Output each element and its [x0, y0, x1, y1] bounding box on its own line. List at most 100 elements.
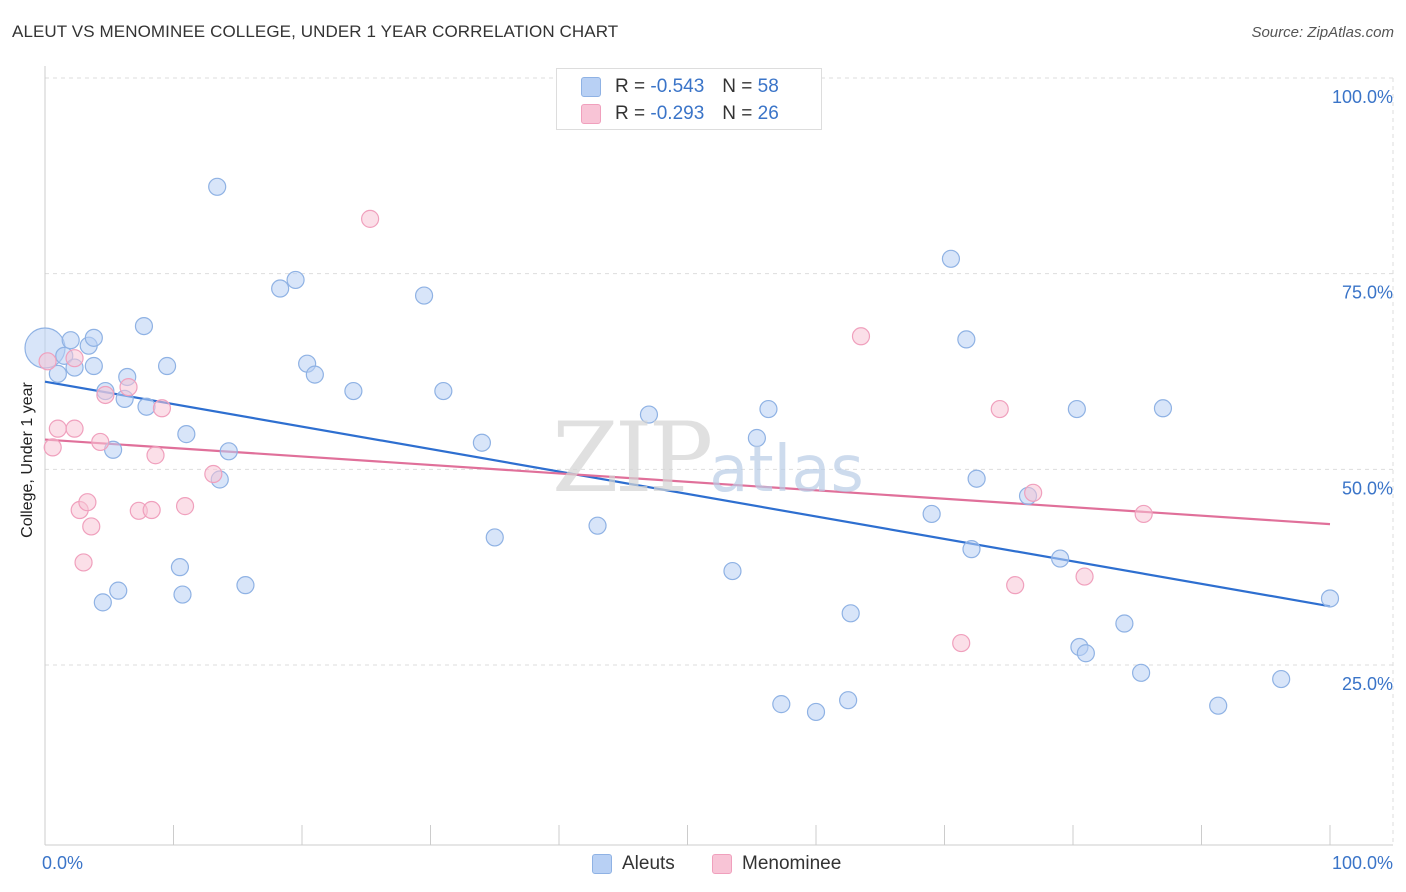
aleuts-point — [967, 469, 986, 488]
y-tick-label-25: 25.0% — [1342, 674, 1393, 694]
aleuts-point — [414, 286, 434, 305]
menominee-point — [1075, 567, 1094, 586]
aleuts-point — [841, 604, 860, 623]
x-tick-label-max: 100.0% — [1332, 853, 1393, 873]
bottom-legend-menominee: Menominee — [712, 852, 841, 876]
aleuts-point — [170, 558, 190, 577]
bottom-legend-aleuts: Aleuts — [592, 852, 675, 876]
aleuts-point — [1272, 669, 1291, 689]
legend-r-label: R = — [615, 103, 646, 124]
aleuts-point — [177, 425, 196, 444]
aleuts-point — [208, 177, 227, 196]
menominee-point — [82, 517, 101, 536]
aleuts-point — [1153, 399, 1173, 418]
aleuts-point — [922, 504, 941, 524]
menominee-point — [96, 385, 115, 405]
legend-n-value: 26 — [757, 103, 779, 124]
aleuts-point — [941, 249, 961, 268]
watermark-zip: ZIP — [552, 402, 713, 514]
menominee-point — [91, 432, 110, 452]
aleuts-point — [134, 317, 154, 336]
y-tick-label-100: 100.0% — [1332, 87, 1393, 107]
legend-row-menominee: R = -0.293 N = 26 — [581, 102, 779, 126]
legend-n-label: N = — [722, 76, 753, 97]
menominee-point — [361, 209, 380, 228]
watermark-atlas: atlas — [709, 433, 864, 507]
menominee-point — [204, 464, 223, 484]
menominee-point — [78, 493, 97, 512]
y-axis-label: College, Under 1 year — [19, 382, 36, 538]
menominee-point — [175, 497, 195, 516]
aleuts-point — [173, 585, 192, 604]
y-tick-label-50: 50.0% — [1342, 478, 1393, 498]
aleuts-point — [48, 364, 67, 383]
menominee-point — [146, 446, 165, 465]
aleuts-point — [1051, 549, 1070, 568]
source-label: Source: ZipAtlas.com — [1251, 24, 1394, 41]
bottom-legend-swatch-menominee — [712, 854, 732, 874]
x-tick-label-min: 0.0% — [42, 853, 83, 873]
aleuts-point — [957, 330, 976, 349]
aleuts-point — [84, 356, 103, 376]
menominee-point — [48, 419, 67, 438]
menominee-point — [990, 399, 1009, 419]
menominee-point — [38, 352, 57, 371]
aleuts-point — [157, 356, 177, 376]
menominee-point — [952, 633, 971, 653]
aleuts-point — [806, 702, 826, 722]
aleuts-point — [84, 328, 103, 347]
axes — [44, 66, 1393, 846]
bottom-legend-label-aleuts: Aleuts — [622, 853, 675, 874]
aleuts-point — [109, 581, 128, 600]
aleuts-point — [219, 442, 238, 461]
aleuts-point — [759, 399, 778, 419]
legend-r-value: -0.543 — [650, 76, 705, 97]
aleuts-point — [305, 365, 324, 384]
aleuts-point — [1115, 614, 1134, 633]
aleuts-point — [485, 528, 504, 547]
aleuts-point — [286, 270, 305, 290]
aleuts-point — [1067, 399, 1086, 419]
aleuts-point — [61, 331, 80, 350]
aleuts-point — [93, 593, 112, 612]
aleuts-point — [772, 695, 791, 714]
aleuts-point — [639, 405, 659, 424]
legend-swatch-menominee — [581, 104, 601, 124]
menominee-point — [1024, 483, 1043, 502]
chart-title: ALEUT VS MENOMINEE COLLEGE, UNDER 1 YEAR… — [12, 22, 619, 41]
watermark: ZIPatlas — [552, 402, 864, 514]
aleuts-point — [1320, 589, 1340, 608]
menominee-point — [119, 378, 138, 397]
aleuts-point — [588, 516, 607, 535]
legend-row-aleuts: R = -0.543 N = 58 — [581, 75, 779, 99]
menominee-point — [851, 327, 871, 346]
menominee-point — [74, 553, 93, 572]
legend-r-value: -0.293 — [650, 103, 705, 124]
aleuts-point — [434, 381, 453, 401]
aleuts-point — [344, 381, 363, 401]
y-tick-labels: 25.0% 50.0% 75.0% 100.0% — [1332, 87, 1393, 694]
aleuts-point — [747, 428, 766, 448]
aleuts-point — [1209, 696, 1228, 715]
bottom-legend-label-menominee: Menominee — [742, 853, 842, 874]
aleuts-point — [472, 433, 491, 452]
aleuts-point — [839, 691, 858, 710]
menominee-point — [43, 438, 62, 457]
menominee-trend-line — [44, 438, 1331, 526]
aleuts-point — [1076, 644, 1095, 663]
menominee-point — [142, 500, 161, 520]
aleuts-point — [723, 561, 742, 581]
menominee-point — [152, 399, 172, 418]
aleuts-point — [137, 397, 156, 416]
aleuts-point — [236, 576, 255, 595]
y-tick-label-75: 75.0% — [1342, 283, 1393, 303]
menominee-point — [1134, 504, 1153, 524]
menominee-point — [65, 419, 84, 438]
menominee-point — [65, 349, 84, 368]
aleuts-point — [962, 540, 981, 559]
legend-r-label: R = — [615, 76, 646, 97]
data-points — [24, 177, 1340, 722]
bottom-legend-swatch-aleuts — [592, 854, 612, 874]
aleuts-point — [271, 279, 290, 298]
